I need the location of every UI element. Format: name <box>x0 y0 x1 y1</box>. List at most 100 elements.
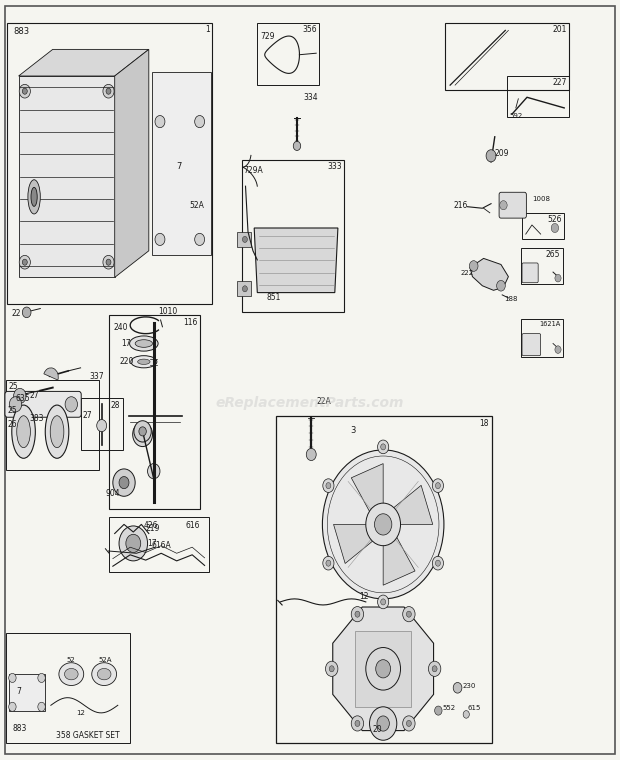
Text: 1: 1 <box>205 25 210 34</box>
Circle shape <box>106 88 111 94</box>
Bar <box>237 281 251 296</box>
Circle shape <box>435 560 440 566</box>
Circle shape <box>366 503 401 546</box>
Circle shape <box>403 606 415 622</box>
Circle shape <box>19 84 30 98</box>
Text: 12: 12 <box>76 710 85 716</box>
Text: 25: 25 <box>7 406 17 415</box>
Ellipse shape <box>59 663 84 686</box>
Wedge shape <box>44 368 58 380</box>
Text: 7: 7 <box>176 162 181 171</box>
Circle shape <box>435 483 440 489</box>
Text: 240: 240 <box>113 323 128 332</box>
Ellipse shape <box>64 669 78 680</box>
Circle shape <box>555 346 561 353</box>
Circle shape <box>133 423 153 447</box>
Circle shape <box>381 444 386 450</box>
Text: 729A: 729A <box>244 166 264 175</box>
Text: 17: 17 <box>121 339 131 348</box>
Ellipse shape <box>17 416 30 448</box>
Circle shape <box>106 259 111 265</box>
Text: 616: 616 <box>186 521 200 530</box>
Polygon shape <box>352 464 383 517</box>
Circle shape <box>134 421 151 442</box>
Circle shape <box>463 711 469 718</box>
Text: 851: 851 <box>267 293 281 302</box>
Circle shape <box>432 556 443 570</box>
Text: 209: 209 <box>495 149 509 158</box>
Polygon shape <box>19 49 149 76</box>
Text: 52A: 52A <box>189 201 204 210</box>
Text: 883: 883 <box>12 724 27 733</box>
Text: 25: 25 <box>9 382 19 391</box>
Text: 635: 635 <box>16 394 30 403</box>
Text: 220: 220 <box>119 357 133 366</box>
Ellipse shape <box>130 336 158 351</box>
Circle shape <box>242 236 247 242</box>
Bar <box>507 76 569 117</box>
Ellipse shape <box>138 359 150 365</box>
Text: 337: 337 <box>90 372 105 382</box>
Circle shape <box>326 483 331 489</box>
Circle shape <box>148 464 160 479</box>
Circle shape <box>306 448 316 461</box>
Ellipse shape <box>135 340 153 347</box>
Text: eReplacementParts.com: eReplacementParts.com <box>216 396 404 410</box>
Polygon shape <box>254 228 338 293</box>
Text: 219: 219 <box>146 524 160 533</box>
Circle shape <box>195 116 205 128</box>
Text: 334: 334 <box>304 93 319 102</box>
Text: 265: 265 <box>546 250 560 259</box>
Text: 1010: 1010 <box>158 307 177 316</box>
Circle shape <box>155 233 165 245</box>
Text: 426: 426 <box>144 521 158 530</box>
Text: 201: 201 <box>552 25 567 34</box>
Ellipse shape <box>28 180 40 214</box>
Circle shape <box>403 716 415 731</box>
Ellipse shape <box>12 405 35 458</box>
Text: 52A: 52A <box>99 657 112 663</box>
Text: 116: 116 <box>184 318 198 327</box>
Ellipse shape <box>131 356 157 368</box>
Circle shape <box>377 716 389 731</box>
Text: 52: 52 <box>67 657 76 663</box>
Circle shape <box>378 595 389 609</box>
Ellipse shape <box>31 188 37 207</box>
Text: 188: 188 <box>505 296 518 302</box>
Circle shape <box>9 673 16 682</box>
Circle shape <box>407 720 412 727</box>
Text: 526: 526 <box>547 215 562 224</box>
Text: 27: 27 <box>82 411 92 420</box>
Text: 18: 18 <box>480 419 489 428</box>
Circle shape <box>551 223 559 233</box>
Text: 883: 883 <box>14 27 30 36</box>
Bar <box>521 248 563 284</box>
FancyBboxPatch shape <box>522 334 541 356</box>
Circle shape <box>376 660 391 678</box>
Circle shape <box>351 716 364 731</box>
Text: 12: 12 <box>360 592 369 601</box>
Circle shape <box>378 440 389 454</box>
Polygon shape <box>334 524 377 563</box>
Text: 592: 592 <box>510 113 523 119</box>
Text: 230: 230 <box>463 682 476 689</box>
Circle shape <box>381 599 386 605</box>
Text: 729: 729 <box>260 32 275 41</box>
Circle shape <box>428 661 441 676</box>
Bar <box>237 232 251 247</box>
Circle shape <box>469 261 478 271</box>
Circle shape <box>22 88 27 94</box>
Bar <box>522 213 564 239</box>
Bar <box>257 23 319 85</box>
Text: 26: 26 <box>7 420 17 429</box>
Circle shape <box>355 720 360 727</box>
Polygon shape <box>19 76 115 277</box>
Circle shape <box>242 286 247 292</box>
Circle shape <box>22 259 27 265</box>
Polygon shape <box>383 532 415 585</box>
Circle shape <box>370 707 397 740</box>
Bar <box>108 315 200 509</box>
Text: 3: 3 <box>350 426 356 435</box>
Circle shape <box>155 116 165 128</box>
Circle shape <box>555 274 561 282</box>
